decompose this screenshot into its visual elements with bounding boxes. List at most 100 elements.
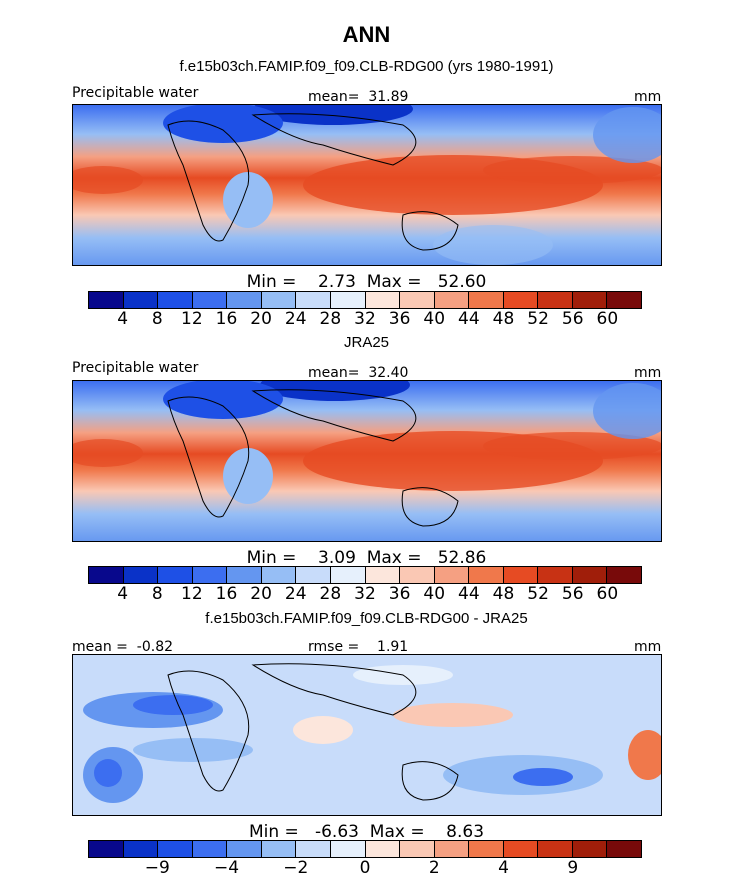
panel3-mean-label: mean = -0.82	[72, 639, 174, 655]
colorbar-swatch	[572, 567, 608, 583]
colorbar-swatch	[227, 567, 262, 583]
panel1-subtitle: f.e15b03ch.FAMIP.f09_f09.CLB-RDG00 (yrs …	[179, 58, 554, 75]
colorbar-swatch	[607, 567, 641, 583]
colorbar-tick-label: 32	[354, 584, 376, 604]
colorbar-swatch	[192, 292, 228, 308]
panel2-minmax: Min = 3.09 Max = 52.86	[246, 548, 487, 568]
colorbar-swatch	[365, 567, 401, 583]
colorbar-tick-label: 52	[527, 584, 549, 604]
panel2-field-svg	[73, 381, 661, 541]
colorbar-tick-label: −2	[283, 858, 309, 878]
panel1-field-svg	[73, 105, 661, 265]
colorbar-tick-label: 28	[319, 584, 342, 604]
panel2-map	[72, 380, 662, 542]
colorbar-swatch	[503, 567, 539, 583]
colorbar-tick-label: 20	[250, 584, 272, 604]
colorbar-tick-label: 4	[498, 858, 509, 878]
colorbar-swatch	[261, 841, 297, 857]
colorbar-swatch	[158, 567, 193, 583]
panel1-colorbar-ticks: 4 8 12 16 20 24 28 32 36 40 44 48 52 56 60	[88, 309, 642, 329]
panel1-colorbar	[88, 291, 642, 309]
colorbar-swatch	[123, 567, 159, 583]
colorbar-tick-label: 44	[458, 584, 480, 604]
colorbar-swatch	[434, 567, 470, 583]
colorbar-swatch	[296, 567, 331, 583]
colorbar-swatch	[503, 292, 539, 308]
colorbar-swatch	[330, 567, 366, 583]
colorbar-tick-label: 9	[567, 858, 579, 878]
colorbar-tick-label: 48	[492, 584, 515, 604]
colorbar-tick-label: 56	[561, 584, 584, 604]
colorbar-swatch	[365, 841, 401, 857]
colorbar-tick-label: 60	[596, 584, 619, 604]
colorbar-swatch	[572, 292, 608, 308]
colorbar-swatch	[261, 292, 297, 308]
colorbar-swatch	[296, 292, 331, 308]
panel3-map	[72, 654, 662, 816]
colorbar-tick-label: 56	[561, 309, 584, 329]
colorbar-swatch	[538, 567, 573, 583]
colorbar-swatch	[227, 841, 262, 857]
colorbar-swatch	[365, 292, 401, 308]
colorbar-tick-label: 48	[492, 309, 515, 329]
panel3-minmax: Min = -6.63 Max = 8.63	[248, 822, 485, 842]
colorbar-swatch	[434, 841, 470, 857]
colorbar-tick-label: 8	[151, 584, 163, 604]
colorbar-tick-label: 32	[354, 309, 376, 329]
panel2-colorbar-ticks: 4 8 12 16 20 24 28 32 36 40 44 48 52 56 60	[88, 584, 642, 604]
colorbar-swatch	[261, 567, 297, 583]
colorbar-swatch	[400, 567, 435, 583]
colorbar-swatch	[469, 841, 504, 857]
panel3-field-svg	[73, 655, 661, 815]
colorbar-swatch	[89, 841, 124, 857]
colorbar-tick-label: 40	[423, 309, 446, 329]
panel1-units-label: mm	[634, 89, 662, 105]
colorbar-tick-label: 44	[458, 309, 480, 329]
panel3-colorbar	[88, 840, 642, 858]
colorbar-swatch	[503, 841, 539, 857]
colorbar-swatch	[469, 292, 504, 308]
colorbar-tick-label: 36	[388, 309, 411, 329]
colorbar-tick-label: 16	[215, 584, 238, 604]
colorbar-tick-label: 52	[527, 309, 549, 329]
colorbar-tick-label: 12	[181, 584, 203, 604]
colorbar-swatch	[538, 841, 573, 857]
panel3-subtitle: f.e15b03ch.FAMIP.f09_f09.CLB-RDG00 - JRA…	[205, 610, 528, 627]
colorbar-swatch	[572, 841, 608, 857]
colorbar-tick-label: 16	[215, 309, 238, 329]
panel3-colorbar-ticks: −9 −4 −2 0 2 4 9	[88, 858, 642, 878]
colorbar-tick-label: 24	[284, 584, 307, 604]
colorbar-tick-label: 4	[117, 309, 129, 329]
colorbar-swatch	[123, 292, 159, 308]
colorbar-swatch	[158, 841, 193, 857]
panel1-map	[72, 104, 662, 266]
panel3-rmse-label: rmse = 1.91	[308, 639, 409, 655]
colorbar-tick-label: 24	[284, 309, 307, 329]
colorbar-tick-label: 2	[428, 858, 440, 878]
colorbar-tick-label: 0	[359, 858, 371, 878]
colorbar-swatch	[434, 292, 470, 308]
colorbar-tick-label: 8	[151, 309, 163, 329]
colorbar-swatch	[227, 292, 262, 308]
colorbar-swatch	[607, 292, 641, 308]
colorbar-swatch	[400, 841, 435, 857]
panel2-subtitle: JRA25	[343, 334, 390, 351]
colorbar-swatch	[192, 841, 228, 857]
colorbar-swatch	[400, 292, 435, 308]
colorbar-swatch	[538, 292, 573, 308]
panel3-units-label: mm	[634, 639, 662, 655]
colorbar-swatch	[158, 292, 193, 308]
colorbar-tick-label: 40	[423, 584, 446, 604]
colorbar-swatch	[89, 567, 124, 583]
colorbar-tick-label: 28	[319, 309, 342, 329]
colorbar-tick-label: 36	[388, 584, 411, 604]
colorbar-swatch	[192, 567, 228, 583]
colorbar-swatch	[330, 841, 366, 857]
colorbar-tick-label: 60	[596, 309, 619, 329]
colorbar-tick-label: 20	[250, 309, 272, 329]
colorbar-swatch	[296, 841, 331, 857]
colorbar-swatch	[89, 292, 124, 308]
colorbar-tick-label: 4	[117, 584, 129, 604]
colorbar-swatch	[469, 567, 504, 583]
panel2-mean-label: mean= 32.40	[308, 365, 409, 381]
